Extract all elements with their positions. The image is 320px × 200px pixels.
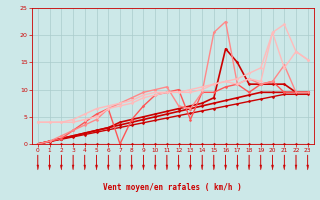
- Text: Vent moyen/en rafales ( km/h ): Vent moyen/en rafales ( km/h ): [103, 183, 242, 192]
